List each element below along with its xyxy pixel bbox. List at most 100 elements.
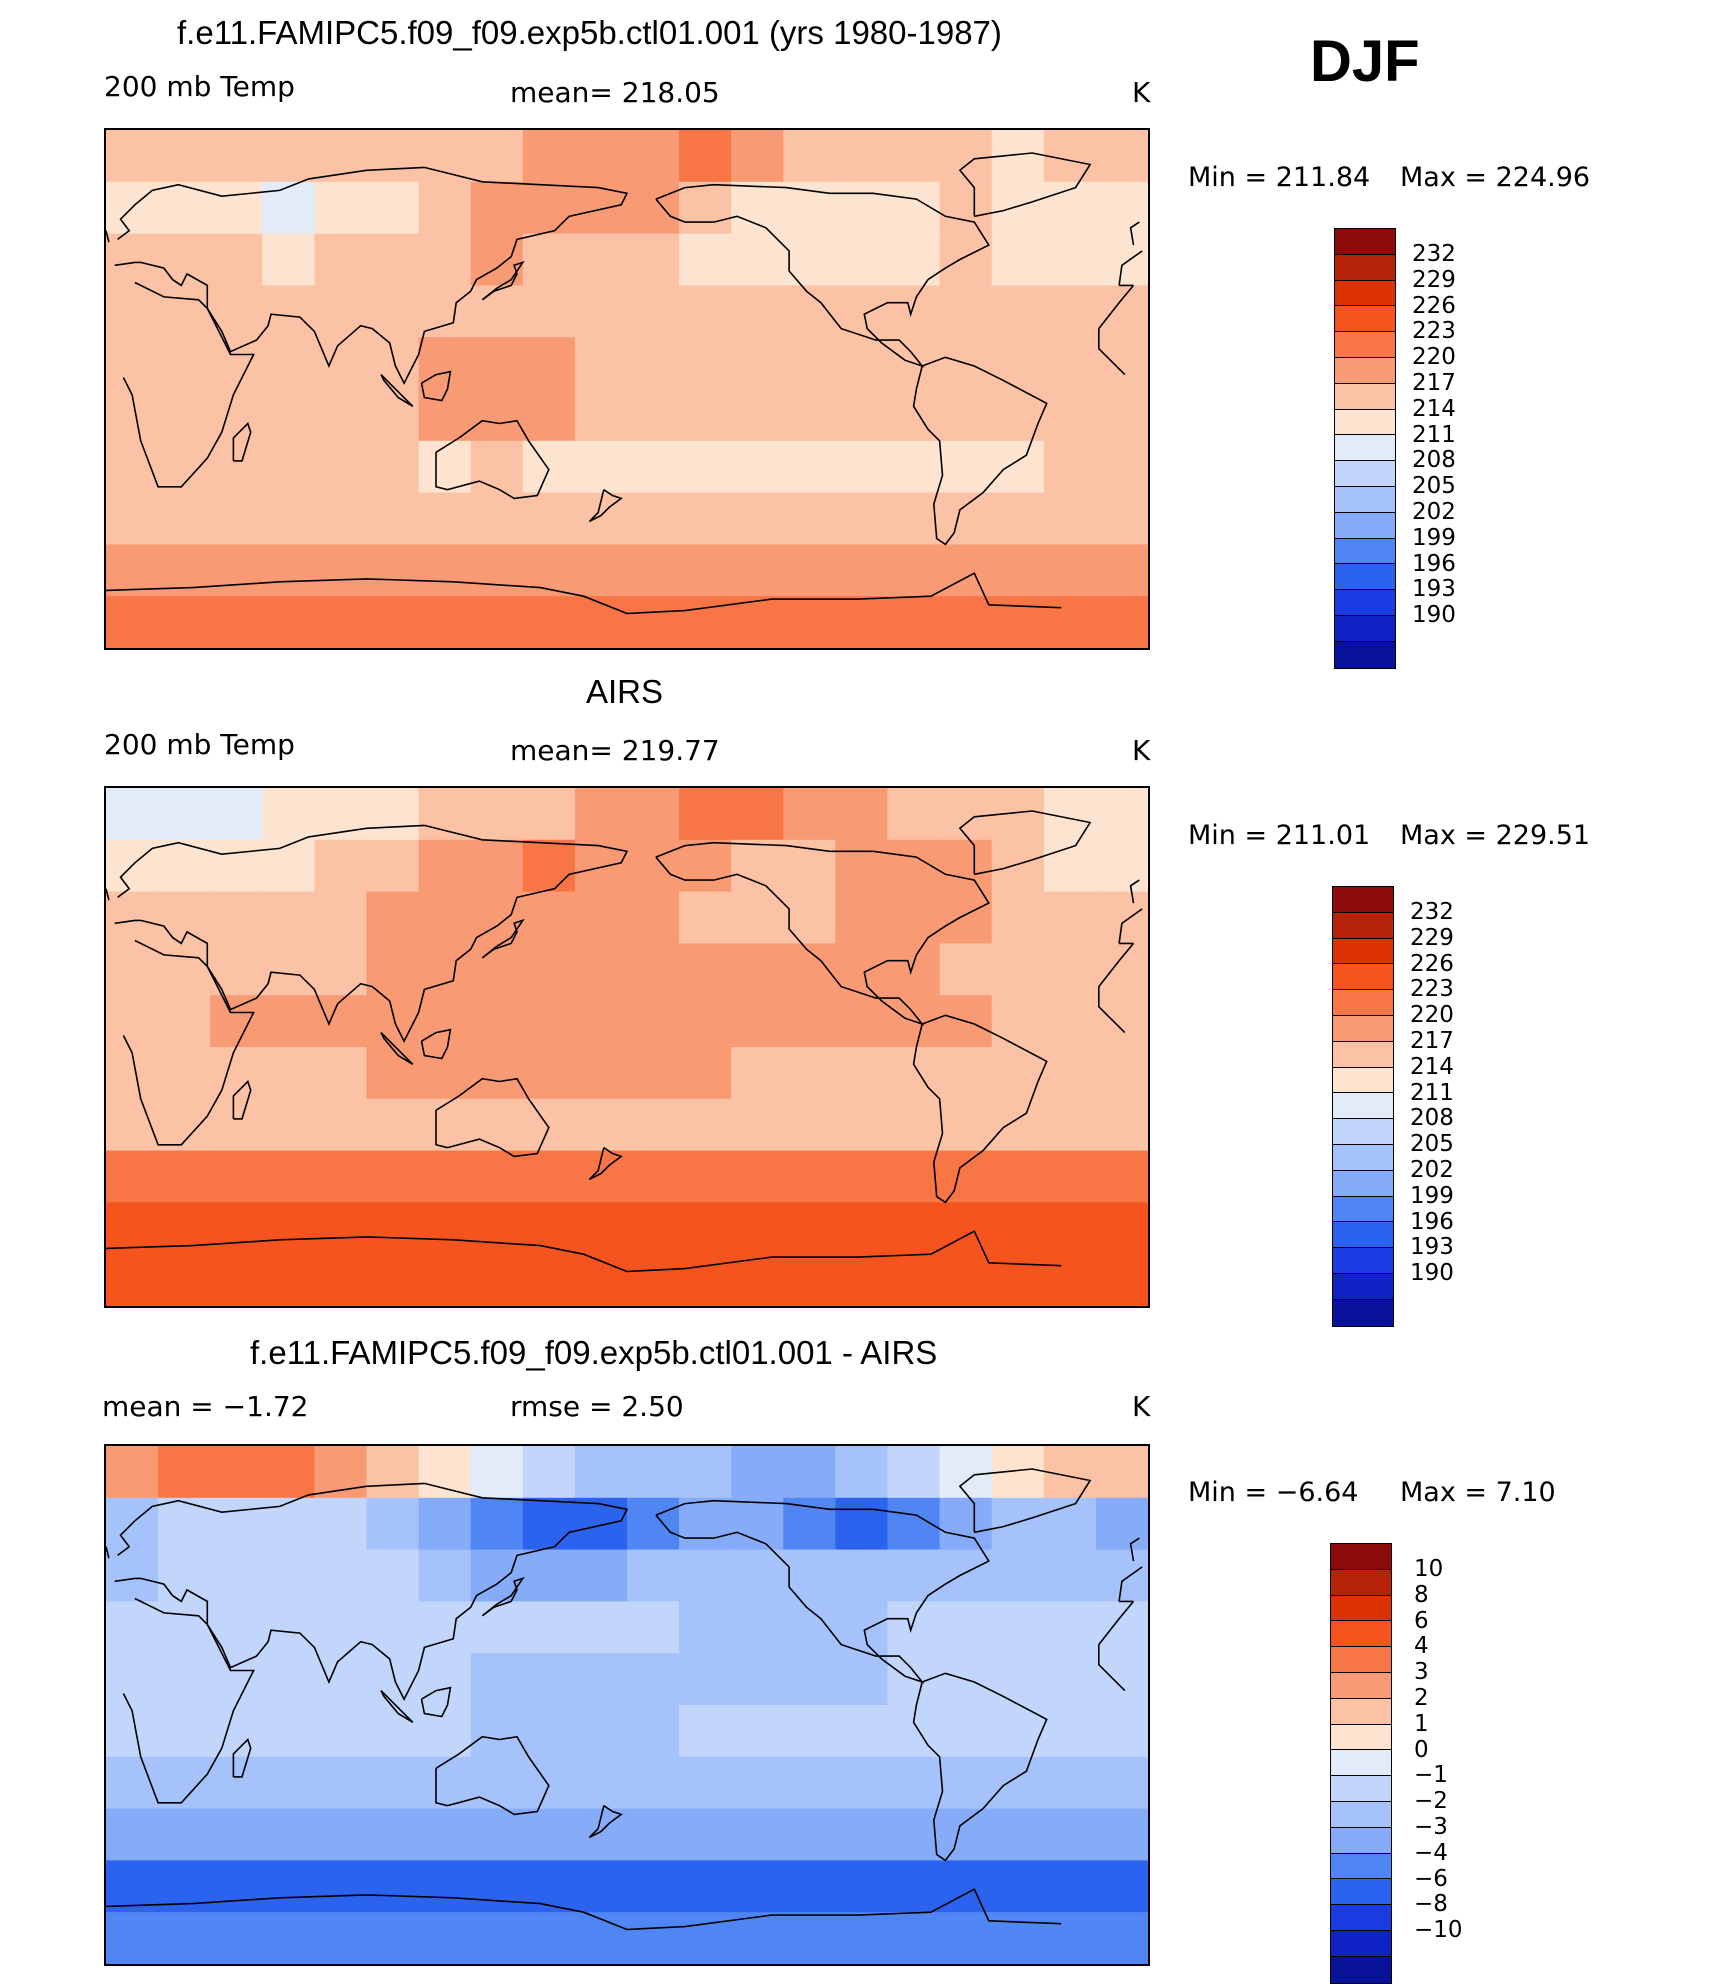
heatmap-cell [835,1497,889,1551]
heatmap-cell [627,544,680,597]
heatmap-cell [470,181,524,235]
heatmap-cell [835,891,889,944]
coastline [232,1738,252,1778]
colorbar-tick-label: −8 [1414,1891,1448,1918]
heatmap-cell [1095,596,1148,648]
colorbar-swatch [1335,332,1395,358]
heatmap-cell [991,1047,1045,1100]
heatmap-cell [679,1912,732,1964]
colorbar-swatch [1335,229,1395,255]
heatmap-cell [574,839,628,893]
heatmap-cell [1095,440,1148,494]
heatmap-cell [210,1497,263,1551]
coastline [420,370,452,402]
heatmap-cell [470,285,524,338]
heatmap-cell [991,1254,1045,1306]
panel1-left-label: 200 mb Temp [104,70,295,103]
panel3-left-label: mean = −1.72 [102,1390,309,1423]
heatmap-cell [1095,1150,1148,1203]
colorbar-swatch [1333,1248,1393,1274]
heatmap-cell [1095,181,1148,235]
heatmap-cell [991,544,1045,597]
heatmap-cell [939,1860,993,1913]
heatmap-cell [1043,492,1097,545]
heatmap-cell [1043,943,1097,996]
panel1-heatmap [106,130,1148,648]
heatmap-cell [522,596,576,648]
heatmap-cell [522,337,576,390]
heatmap-cell [835,1150,889,1203]
heatmap-cell [627,1254,680,1306]
colorbar-tick-label: −1 [1414,1762,1448,1789]
heatmap-cell [210,492,263,545]
heatmap-cell [679,596,732,648]
heatmap-cell [106,1808,159,1861]
heatmap-cell [991,1549,1045,1602]
heatmap-cell [210,839,263,893]
heatmap-cell [835,233,889,286]
heatmap-cell [470,1860,524,1913]
heatmap-cell [106,1254,159,1306]
heatmap-cell [262,891,315,944]
heatmap-cell [366,1705,420,1758]
heatmap-cell [1095,1549,1148,1602]
heatmap-cell [366,544,420,597]
heatmap-cell [470,389,524,442]
heatmap-cell [1095,1808,1148,1861]
coastline [588,489,623,523]
colorbar-swatch [1333,887,1393,913]
colorbar-swatch [1335,461,1395,487]
coastline [435,419,550,500]
heatmap-cell [835,440,889,494]
panel3-min-label: Min = −6.64 [1188,1477,1359,1508]
heatmap-cell [1095,943,1148,996]
coastline [122,1597,1135,1804]
colorbar-swatch [1333,1015,1393,1042]
heatmap-cell [679,337,732,390]
heatmap-cell [1095,1860,1148,1913]
heatmap-cell [106,943,159,996]
heatmap-cell [887,233,941,286]
heatmap-cell [366,1254,420,1306]
heatmap-cell [1043,1912,1097,1964]
heatmap-cell [1043,544,1097,597]
heatmap-cell [314,1808,368,1861]
heatmap-cell [366,1653,420,1706]
heatmap-cell [470,1653,524,1706]
heatmap-cell [731,1705,784,1758]
coastline [435,1077,550,1158]
colorbar-swatch [1331,1621,1391,1648]
colorbar-swatch [1331,1698,1391,1725]
heatmap-cell [106,596,159,648]
heatmap-cell [679,389,732,442]
colorbar-tick-label: 211 [1410,1079,1454,1106]
coastline [912,356,1048,546]
heatmap-cell [627,891,680,944]
heatmap-cell [522,181,576,235]
heatmap-cell [158,1808,211,1861]
heatmap-cell [470,1150,524,1203]
colorbar-tick-label: 205 [1410,1131,1454,1158]
heatmap-cell [262,1912,315,1964]
heatmap-cell [522,839,576,893]
heatmap-cell [783,440,836,494]
heatmap-cell [158,285,211,338]
heatmap-cell [522,1601,576,1654]
heatmap-cell [627,788,680,841]
heatmap-cell [1043,1150,1097,1203]
heatmap-cell [574,596,628,648]
heatmap-cell [470,1446,524,1499]
panel2-max-label: Max = 229.51 [1400,820,1591,851]
coastline [232,422,252,462]
colorbar-tick-label: 229 [1410,924,1454,951]
heatmap-cell [210,943,263,996]
heatmap-cell [783,1549,836,1602]
heatmap-cell [418,1497,472,1551]
heatmap-cell [783,1202,836,1255]
panel1-units-label: K [1132,76,1151,109]
heatmap-cell [887,1254,941,1306]
heatmap-cell [783,130,836,183]
heatmap-cell [314,1601,368,1654]
colorbar-swatch [1333,990,1393,1016]
colorbar-tick-label: 229 [1412,266,1456,293]
